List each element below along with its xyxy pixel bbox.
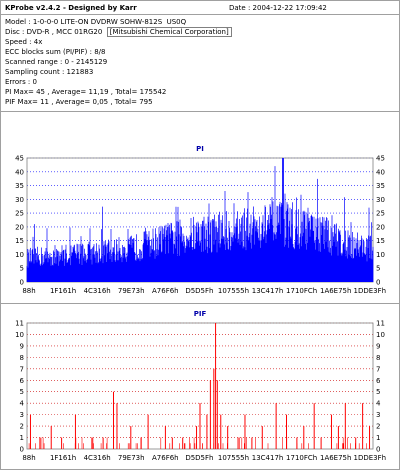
y-tick-right: 8 (376, 354, 380, 362)
y-tick-left: 35 (15, 182, 24, 190)
y-tick-right: 10 (376, 331, 385, 339)
x-tick: 107555h (218, 287, 249, 295)
y-tick-right: 25 (376, 210, 385, 218)
x-tick: 107555h (218, 454, 249, 462)
y-tick-left: 0 (20, 446, 24, 454)
y-tick-right: 2 (376, 423, 380, 431)
model-line: Model : 1-0-0-0 LITE-ON DVDRW SOHW-812S … (5, 18, 187, 26)
y-tick-left: 5 (20, 388, 24, 396)
pif-low-bars (28, 437, 367, 449)
pi-chart-panel: PI 0 0 5 5 10 10 15 15 20 20 25 25 30 30 35 35 40 40 45 45 88… (1, 141, 399, 304)
app-title: KProbe v2.4.2 - Designed by Karr (5, 4, 137, 12)
y-tick-left: 9 (20, 342, 24, 350)
x-tick: 4C316h (84, 287, 111, 295)
x-tick: A76F6h (152, 287, 179, 295)
pi-chart: PI 0 0 5 5 10 10 15 15 20 20 25 25 30 30 35 35 40 40 45 45 88… (15, 145, 387, 295)
y-tick-left: 45 (15, 155, 24, 163)
y-tick-left: 40 (15, 168, 24, 176)
y-tick-left: 10 (15, 251, 24, 259)
ecc-line: ECC blocks sum (PI/PIF) : 8/8 (5, 48, 106, 56)
y-tick-left: 15 (15, 237, 24, 245)
y-tick-left: 25 (15, 210, 24, 218)
x-tick: 79E73h (118, 454, 145, 462)
x-tick: 88h (22, 454, 35, 462)
disc-maker: [Mitsubishi Chemical Corporation] (106, 27, 232, 37)
y-tick-left: 4 (20, 400, 25, 408)
scan-date: Date : 2004-12-22 17:09:42 (229, 4, 327, 12)
x-tick: 1DDE3Fh (354, 287, 387, 295)
y-tick-left: 2 (20, 423, 24, 431)
y-tick-right: 45 (376, 155, 385, 163)
y-tick-right: 6 (376, 377, 381, 385)
x-tick: D5D5Fh (185, 454, 213, 462)
y-tick-right: 3 (376, 411, 380, 419)
x-tick: 1A6E75h (320, 454, 351, 462)
sampling-line: Sampling count : 121883 (5, 68, 94, 76)
x-tick: 4C316h (84, 454, 111, 462)
speed-line: Speed : 4x (5, 38, 43, 46)
y-tick-left: 10 (15, 331, 24, 339)
disc-line: Disc : DVD-R , MCC 01RG20 [Mitsubishi Ch… (5, 27, 232, 37)
x-tick: 1F161h (50, 454, 76, 462)
y-tick-right: 20 (376, 223, 385, 231)
y-tick-left: 7 (20, 365, 24, 373)
y-tick-right: 9 (376, 342, 380, 350)
y-tick-right: 35 (376, 182, 385, 190)
x-tick: 88h (22, 287, 35, 295)
chart-title: PIF (194, 310, 207, 318)
y-tick-right: 15 (376, 237, 385, 245)
pif-chart-panel: PIF 0 0 1 1 2 2 3 3 4 4 5 5 6 6 7 7 8 8 9 9 10 10 11 11 88h 1F161h… (1, 304, 399, 469)
y-tick-right: 4 (376, 400, 381, 408)
y-tick-left: 20 (15, 223, 24, 231)
y-tick-left: 0 (20, 279, 24, 287)
y-tick-right: 5 (376, 388, 380, 396)
x-tick: 1A6E75h (320, 287, 351, 295)
y-tick-right: 10 (376, 251, 385, 259)
y-tick-right: 11 (376, 320, 385, 328)
y-tick-left: 5 (20, 265, 24, 273)
y-tick-left: 8 (20, 354, 24, 362)
y-tick-right: 0 (376, 279, 380, 287)
y-tick-left: 3 (20, 411, 24, 419)
y-tick-left: 30 (15, 196, 24, 204)
pif-summary-line: PIF Max= 11 , Average= 0,05 , Total= 795 (5, 98, 153, 106)
x-tick: 1F161h (50, 287, 76, 295)
pi-series-bars (26, 158, 374, 282)
y-tick-right: 1 (376, 434, 380, 442)
y-tick-right: 30 (376, 196, 385, 204)
info-panel: KProbe v2.4.2 - Designed by Karr Date : … (1, 1, 399, 112)
x-tick: A76F6h (152, 454, 179, 462)
header-divider (1, 14, 399, 15)
x-tick: 1710FCh (286, 454, 317, 462)
x-tick: D5D5Fh (185, 287, 213, 295)
y-tick-right: 7 (376, 365, 380, 373)
y-tick-left: 6 (20, 377, 25, 385)
pi-summary-line: PI Max= 45 , Average= 11,19 , Total= 175… (5, 88, 167, 96)
x-tick: 79E73h (118, 287, 145, 295)
y-tick-left: 1 (20, 434, 24, 442)
chart-title: PI (196, 145, 204, 153)
x-tick: 1DDE3Fh (354, 454, 387, 462)
y-tick-right: 5 (376, 265, 380, 273)
y-tick-right: 0 (376, 446, 380, 454)
x-tick: 13C417h (252, 287, 284, 295)
disc-label: Disc : DVD-R , MCC 01RG20 (5, 28, 107, 36)
y-tick-left: 11 (15, 320, 24, 328)
x-tick: 13C417h (252, 454, 284, 462)
x-tick: 1710FCh (286, 287, 317, 295)
scanned-range-line: Scanned range : 0 - 2145129 (5, 58, 108, 66)
errors-line: Errors : 0 (5, 78, 37, 86)
y-tick-right: 40 (376, 168, 385, 176)
